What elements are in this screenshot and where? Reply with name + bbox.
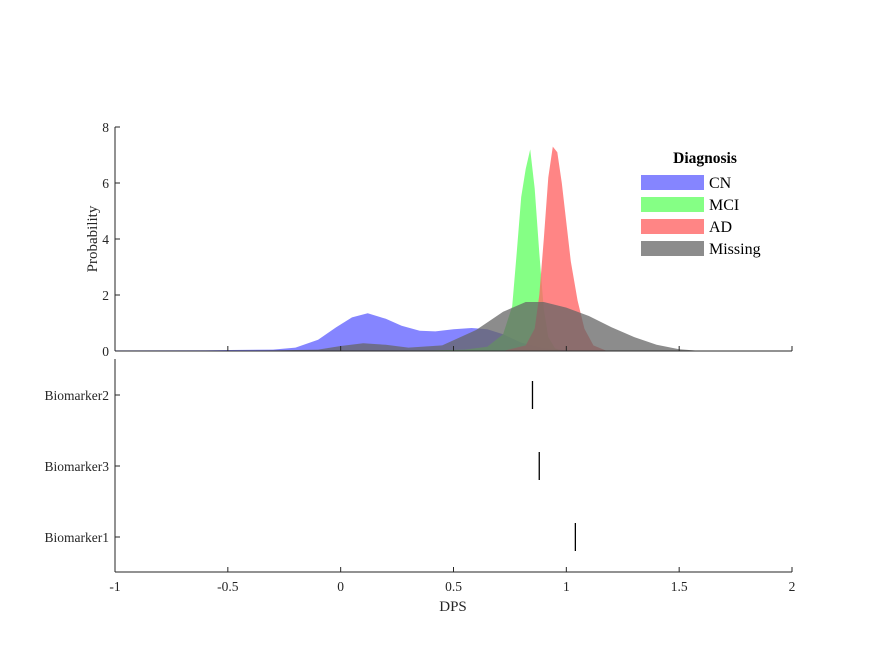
legend-label-missing: Missing [709, 241, 761, 258]
legend-title: Diagnosis [673, 150, 737, 167]
legend-label-ad: AD [709, 219, 732, 236]
y-tick-label: 8 [102, 120, 109, 135]
legend-label-mci: MCI [709, 197, 739, 214]
y-tick-label: 0 [102, 344, 109, 359]
legend-swatch-ad [641, 219, 704, 234]
top-y-label: Probability [85, 205, 101, 272]
biomarker-label: Biomarker2 [45, 388, 109, 403]
legend: Diagnosis CN MCI AD Missing [641, 150, 761, 258]
y-tick-label: 2 [102, 288, 109, 303]
x-tick-label: 0 [337, 579, 344, 594]
x-tick-label: -0.5 [217, 579, 239, 594]
legend-swatch-missing [641, 241, 704, 256]
biomarker-panel: Biomarker2 Biomarker3 Biomarker1 -1 -0.5 0 0.… [45, 359, 795, 615]
x-tick-label: 1.5 [671, 579, 688, 594]
legend-swatch-mci [641, 197, 704, 212]
x-tick-label: 1 [563, 579, 570, 594]
biomarker-label: Biomarker3 [45, 459, 110, 474]
density-areas [115, 146, 702, 351]
top-y-ticks: 0 2 4 6 8 [102, 120, 120, 359]
x-axis-label: DPS [439, 599, 467, 615]
biomarker-label: Biomarker1 [45, 530, 109, 545]
biomarker-rows: Biomarker2 Biomarker3 Biomarker1 [45, 381, 577, 551]
y-tick-label: 4 [102, 232, 109, 247]
top-x-ticks [114, 346, 793, 351]
y-tick-label: 6 [102, 176, 109, 191]
x-tick-label: 0.5 [445, 579, 462, 594]
area-ad [503, 146, 607, 351]
x-tick-label: 2 [789, 579, 796, 594]
x-tick-label: -1 [109, 579, 120, 594]
density-panel: 0 2 4 6 8 Probability Diagnosis CN MCI AD Missi… [85, 120, 793, 359]
bottom-x-ticks: -1 -0.5 0 0.5 1 1.5 2 [109, 567, 795, 594]
area-missing [115, 302, 702, 351]
legend-swatch-cn [641, 175, 704, 190]
legend-label-cn: CN [709, 175, 732, 192]
